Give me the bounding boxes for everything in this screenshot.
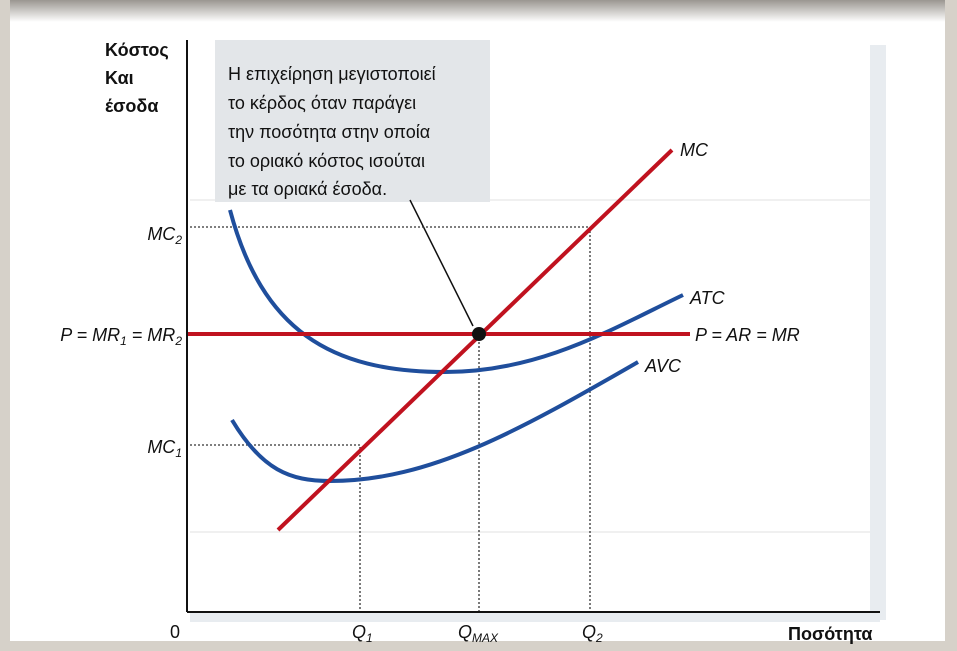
annotation-box: [215, 40, 490, 202]
pointer: [409, 199, 474, 327]
plot-edge: [190, 612, 880, 622]
avc-curve-label: AVC: [644, 356, 682, 376]
x-axis-label: Ποσότητα: [788, 624, 872, 644]
y-axis-label: Και: [105, 68, 134, 88]
y-axis-label: Κόστος: [105, 40, 169, 60]
mc2-label: MC2: [147, 224, 182, 247]
annotation: το κέρδος όταν παράγει: [228, 93, 416, 113]
q2-label: Q2: [582, 622, 603, 645]
demand-label: P = AR = MR: [695, 325, 800, 345]
atc-curve-label: ATC: [689, 288, 726, 308]
atc-curve: [228, 209, 684, 375]
annotation: το οριακό κόστος ισούται: [228, 151, 425, 171]
y-axis-label: έσοδα: [105, 96, 158, 116]
q1-label: Q1: [352, 622, 373, 645]
mc1-label: MC1: [147, 437, 182, 460]
price-label: P = MR1 = MR2: [60, 325, 182, 348]
annotation: με τα οριακά έσοδα.: [228, 179, 387, 199]
mc-line: [276, 148, 674, 532]
avc-curve: [230, 360, 639, 484]
mc-curve-label: MC: [680, 140, 709, 160]
optimum-point: [472, 327, 486, 341]
annotation: την ποσότητα στην οποία: [228, 122, 430, 142]
shadow: [10, 0, 945, 22]
mc1-guide: [190, 444, 361, 612]
plot-edge: [870, 45, 886, 620]
origin-label: 0: [170, 622, 180, 642]
annotation: Η επιχείρηση μεγιστοποιεί: [228, 64, 436, 84]
qmax-label: QMAX: [458, 622, 499, 645]
